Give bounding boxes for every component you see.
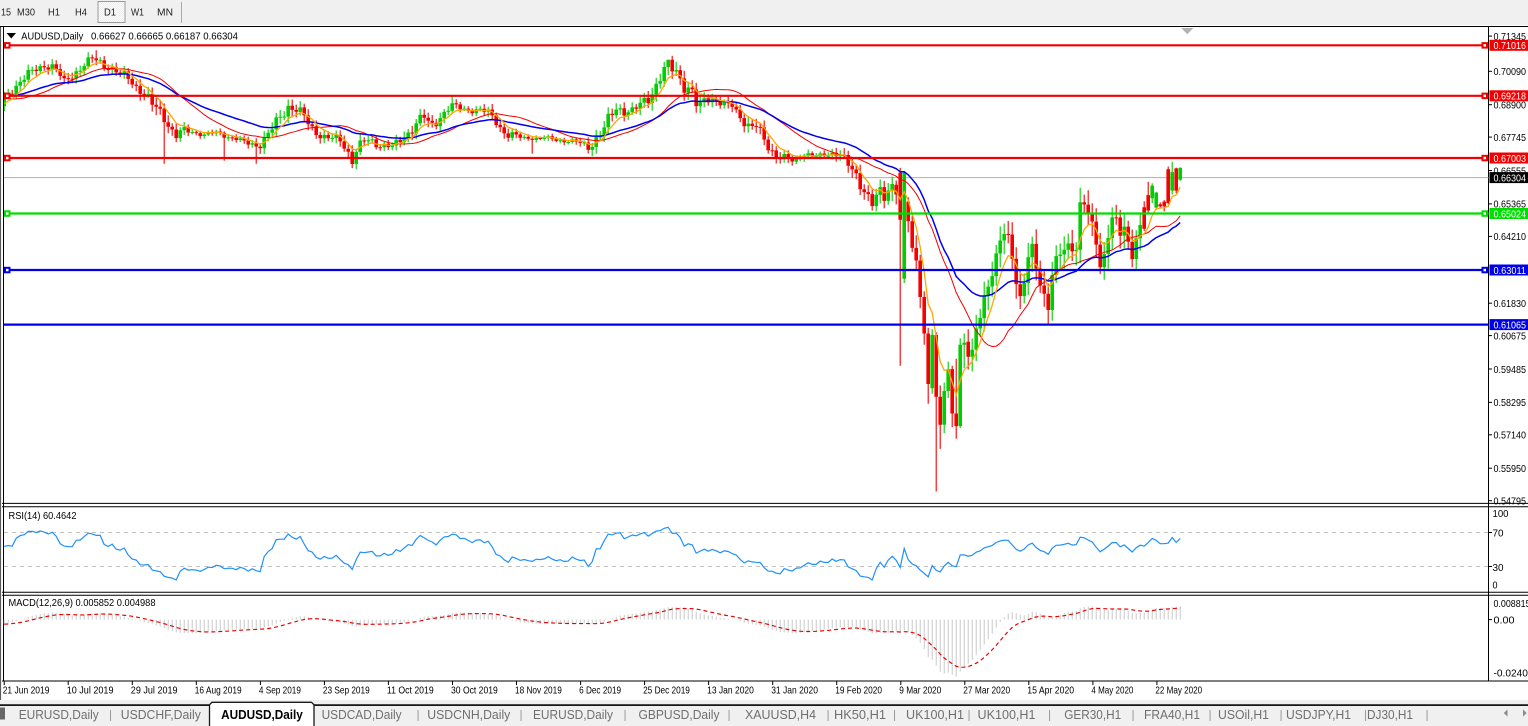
svg-text:|: | <box>1425 708 1428 722</box>
svg-text:0.008815: 0.008815 <box>1494 598 1528 610</box>
svg-text:16 Aug 2019: 16 Aug 2019 <box>195 685 242 697</box>
svg-text:|: | <box>893 708 896 722</box>
svg-text:|: | <box>519 708 522 722</box>
svg-text:MN: MN <box>157 7 173 19</box>
svg-text:0.65024: 0.65024 <box>1494 208 1527 220</box>
svg-text:|: | <box>109 708 112 722</box>
svg-text:22 May 2020: 22 May 2020 <box>1155 685 1202 697</box>
svg-text:GBPUSD,Daily: GBPUSD,Daily <box>639 707 720 722</box>
svg-text:0.61830: 0.61830 <box>1494 298 1527 310</box>
svg-text:0.63011: 0.63011 <box>1494 265 1527 277</box>
svg-text:AUDUSD,Daily: AUDUSD,Daily <box>221 707 303 722</box>
svg-text:UK100,H1: UK100,H1 <box>906 707 964 722</box>
svg-text:0.70090: 0.70090 <box>1494 66 1527 78</box>
svg-text:|: | <box>967 708 970 722</box>
svg-text:0.59485: 0.59485 <box>1494 364 1527 376</box>
svg-text:0.61065: 0.61065 <box>1494 319 1527 331</box>
svg-text:10 Jul 2019: 10 Jul 2019 <box>67 685 114 697</box>
svg-text:M30: M30 <box>17 7 35 19</box>
svg-text:0.71016: 0.71016 <box>1494 40 1527 52</box>
svg-text:0.57140: 0.57140 <box>1494 430 1527 442</box>
svg-text:0.54795: 0.54795 <box>1494 496 1527 508</box>
svg-text:H1: H1 <box>48 7 60 19</box>
svg-text:HK50,H1: HK50,H1 <box>834 707 886 722</box>
svg-text:70: 70 <box>1493 527 1504 539</box>
svg-text:29 Jul 2019: 29 Jul 2019 <box>131 685 178 697</box>
svg-text:USDCNH,Daily: USDCNH,Daily <box>427 707 510 722</box>
svg-text:30: 30 <box>1493 562 1504 574</box>
svg-text:0.66627 0.66665 0.66187 0.6630: 0.66627 0.66665 0.66187 0.66304 <box>91 30 238 42</box>
svg-text:EURUSD,Daily: EURUSD,Daily <box>533 707 613 722</box>
svg-text:21 Jun 2019: 21 Jun 2019 <box>3 685 50 697</box>
svg-text:USDCHF,Daily: USDCHF,Daily <box>121 707 201 722</box>
svg-text:RSI(14) 60.4642: RSI(14) 60.4642 <box>9 510 77 522</box>
svg-text:9 Mar 2020: 9 Mar 2020 <box>899 685 941 697</box>
svg-text:FRA40,H1: FRA40,H1 <box>1144 707 1200 722</box>
svg-text:11 Oct 2019: 11 Oct 2019 <box>387 685 434 697</box>
svg-text:DJ30,H1: DJ30,H1 <box>1367 707 1413 722</box>
svg-text:0.60675: 0.60675 <box>1494 330 1527 342</box>
svg-text:0.66304: 0.66304 <box>1494 172 1527 184</box>
svg-text:0.67745: 0.67745 <box>1494 132 1527 144</box>
svg-text:0.58295: 0.58295 <box>1494 397 1527 409</box>
svg-text:25 Dec 2019: 25 Dec 2019 <box>643 685 690 697</box>
svg-text:18 Nov 2019: 18 Nov 2019 <box>515 685 562 697</box>
svg-text:0.67003: 0.67003 <box>1494 153 1527 165</box>
svg-text:4 May 2020: 4 May 2020 <box>1091 685 1133 697</box>
svg-text:|: | <box>826 708 829 722</box>
svg-text:0.65365: 0.65365 <box>1494 199 1527 211</box>
svg-text:USDJPY,H1: USDJPY,H1 <box>1286 707 1351 722</box>
svg-text:0: 0 <box>1493 580 1498 592</box>
svg-text:|: | <box>1208 708 1211 722</box>
svg-text:H4: H4 <box>75 7 87 19</box>
svg-text:|: | <box>416 708 419 722</box>
svg-text:|: | <box>1048 708 1051 722</box>
svg-text:15: 15 <box>1 7 11 19</box>
svg-text:W1: W1 <box>131 7 144 19</box>
svg-text:|: | <box>727 708 730 722</box>
svg-text:USDCAD,Daily: USDCAD,Daily <box>322 707 402 722</box>
svg-text:|: | <box>1364 708 1367 722</box>
svg-text:100: 100 <box>1493 508 1509 520</box>
svg-text:0.64210: 0.64210 <box>1494 231 1527 243</box>
svg-text:-0.02408: -0.02408 <box>1494 668 1528 680</box>
svg-text:|: | <box>1279 708 1282 722</box>
svg-text:0.69218: 0.69218 <box>1494 91 1527 103</box>
svg-text:UK100,H1: UK100,H1 <box>978 707 1036 722</box>
svg-text:XAUUSD,H4: XAUUSD,H4 <box>745 707 816 722</box>
svg-text:31 Jan 2020: 31 Jan 2020 <box>771 685 818 697</box>
svg-text:AUDUSD,Daily: AUDUSD,Daily <box>21 30 84 42</box>
svg-text:30 Oct 2019: 30 Oct 2019 <box>451 685 498 697</box>
svg-text:0.68900: 0.68900 <box>1494 100 1527 112</box>
svg-text:23 Sep 2019: 23 Sep 2019 <box>323 685 370 697</box>
svg-text:6 Dec 2019: 6 Dec 2019 <box>579 685 621 697</box>
svg-text:|: | <box>623 708 626 722</box>
svg-text:USOil,H1: USOil,H1 <box>1218 707 1269 722</box>
svg-text:|: | <box>1131 708 1134 722</box>
svg-text:13 Jan 2020: 13 Jan 2020 <box>707 685 754 697</box>
svg-text:GER30,H1: GER30,H1 <box>1064 707 1121 722</box>
svg-text:19 Feb 2020: 19 Feb 2020 <box>835 685 882 697</box>
svg-text:MACD(12,26,9) 0.005852 0.00498: MACD(12,26,9) 0.005852 0.004988 <box>9 597 156 609</box>
svg-text:EURUSD,Daily: EURUSD,Daily <box>19 707 99 722</box>
svg-text:0.00: 0.00 <box>1494 614 1515 626</box>
svg-text:D1: D1 <box>104 7 116 19</box>
svg-text:27 Mar 2020: 27 Mar 2020 <box>963 685 1010 697</box>
svg-text:0.55950: 0.55950 <box>1494 463 1527 475</box>
svg-text:15 Apr 2020: 15 Apr 2020 <box>1027 685 1074 697</box>
svg-text:4 Sep 2019: 4 Sep 2019 <box>259 685 301 697</box>
